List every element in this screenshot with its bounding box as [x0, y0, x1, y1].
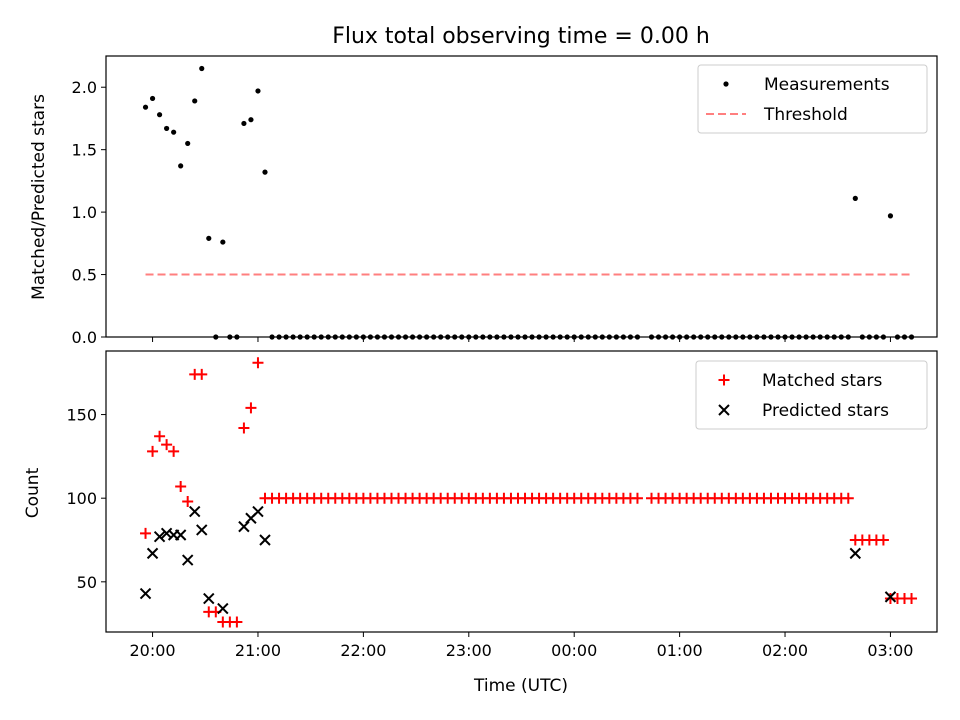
- bottom-point: [884, 591, 897, 603]
- bottom-plot-area: 50 100 150 20:00 21:00 22:00 23:00 00:00 01:00 02…: [66, 350, 938, 660]
- bottom-point: [203, 592, 215, 605]
- bottom-point: [175, 480, 187, 492]
- bottom-point: [147, 445, 159, 457]
- bottom-point: [245, 402, 257, 414]
- bottom-point: [196, 368, 208, 380]
- top-point: [206, 235, 212, 241]
- x-tick-label: 01:00: [657, 641, 703, 660]
- bottom-point: [189, 505, 201, 518]
- top-y-tick-label: 1.0: [72, 203, 97, 222]
- top-point: [164, 125, 170, 132]
- bottom-point: [842, 492, 854, 504]
- top-point: [887, 213, 894, 219]
- bottom-legend-swatch: [718, 374, 730, 386]
- bottom-point: [252, 505, 264, 518]
- bottom-point: [154, 430, 166, 442]
- bottom-point: [877, 534, 889, 546]
- top-point: [262, 169, 268, 175]
- top-point: [220, 239, 226, 245]
- bottom-point: [231, 616, 243, 628]
- bottom-panel: 50 100 150 20:00 21:00 22:00 23:00 00:00 01:00 02…: [23, 350, 938, 696]
- bottom-legend-swatch: [718, 404, 730, 416]
- bottom-point: [161, 439, 173, 451]
- top-legend-box: [697, 64, 928, 134]
- bottom-point: [139, 587, 152, 600]
- top-y-tick-label: 2.0: [72, 78, 97, 97]
- bottom-legend-label: Matched stars: [762, 371, 882, 391]
- top-frame: [105, 55, 938, 338]
- x-tick-label: 02:00: [762, 641, 808, 660]
- top-point: [241, 120, 247, 127]
- top-point: [149, 95, 156, 102]
- bottom-frame: [105, 350, 938, 633]
- top-point: [142, 104, 149, 110]
- bottom-y-tick-label: 150: [66, 406, 97, 425]
- bottom-y-tick-label: 100: [66, 489, 97, 508]
- bottom-point: [217, 602, 229, 615]
- top-y-tick-label: 0.5: [72, 266, 97, 285]
- bottom-point: [174, 529, 187, 541]
- top-point: [248, 117, 254, 123]
- bottom-point: [849, 547, 862, 560]
- bottom-point: [140, 527, 152, 539]
- bottom-series-0: [140, 357, 918, 628]
- bottom-point: [252, 357, 264, 369]
- bottom-point: [146, 547, 159, 560]
- x-tick-label: 21:00: [235, 641, 281, 660]
- x-axis-label: Time (UTC): [473, 676, 568, 696]
- bottom-point: [181, 554, 194, 566]
- bottom-point: [153, 530, 166, 543]
- top-panel: Flux total observing time = 0.00 h 0.00.…: [29, 24, 938, 347]
- bottom-point: [631, 492, 643, 504]
- bottom-y-axis-label: Count: [23, 467, 43, 518]
- top-point: [192, 98, 198, 104]
- top-point: [199, 65, 205, 72]
- top-point: [852, 195, 858, 201]
- bottom-legend-label: Predicted stars: [762, 401, 889, 421]
- bottom-legend: Matched stars Predicted stars: [695, 360, 928, 430]
- top-legend-label: Measurements: [764, 75, 890, 95]
- top-y-tick-label: 1.5: [72, 141, 97, 160]
- bottom-point: [168, 445, 180, 457]
- x-tick-label: 20:00: [130, 641, 176, 660]
- bottom-point: [182, 496, 194, 508]
- top-chart-title: Flux total observing time = 0.00 h: [332, 24, 710, 49]
- top-point: [156, 112, 163, 118]
- top-point: [255, 88, 261, 94]
- x-tick-label: 22:00: [340, 641, 386, 660]
- top-legend: Measurements Threshold: [697, 64, 928, 134]
- top-point: [185, 140, 191, 147]
- bottom-point: [238, 422, 250, 434]
- top-plot-area: 0.0 0.5 1.0 1.5 2.0 Measurements Threshold: [72, 55, 938, 347]
- top-legend-label: Threshold: [763, 105, 848, 125]
- bottom-point: [196, 524, 208, 536]
- x-tick-label: 00:00: [551, 641, 597, 660]
- top-point: [171, 129, 177, 135]
- x-tick-label: 03:00: [867, 641, 913, 660]
- x-tick-label: 23:00: [446, 641, 492, 660]
- bottom-point: [259, 534, 271, 546]
- top-point: [178, 163, 184, 169]
- bottom-y-tick-label: 50: [77, 573, 97, 592]
- bottom-point: [906, 593, 918, 605]
- top-y-axis-label: Matched/Predicted stars: [29, 94, 49, 300]
- bottom-series-1: [139, 505, 897, 615]
- top-y-tick-label: 0.0: [72, 328, 97, 347]
- bottom-legend-box: [695, 360, 928, 430]
- top-legend-swatch: [723, 81, 729, 87]
